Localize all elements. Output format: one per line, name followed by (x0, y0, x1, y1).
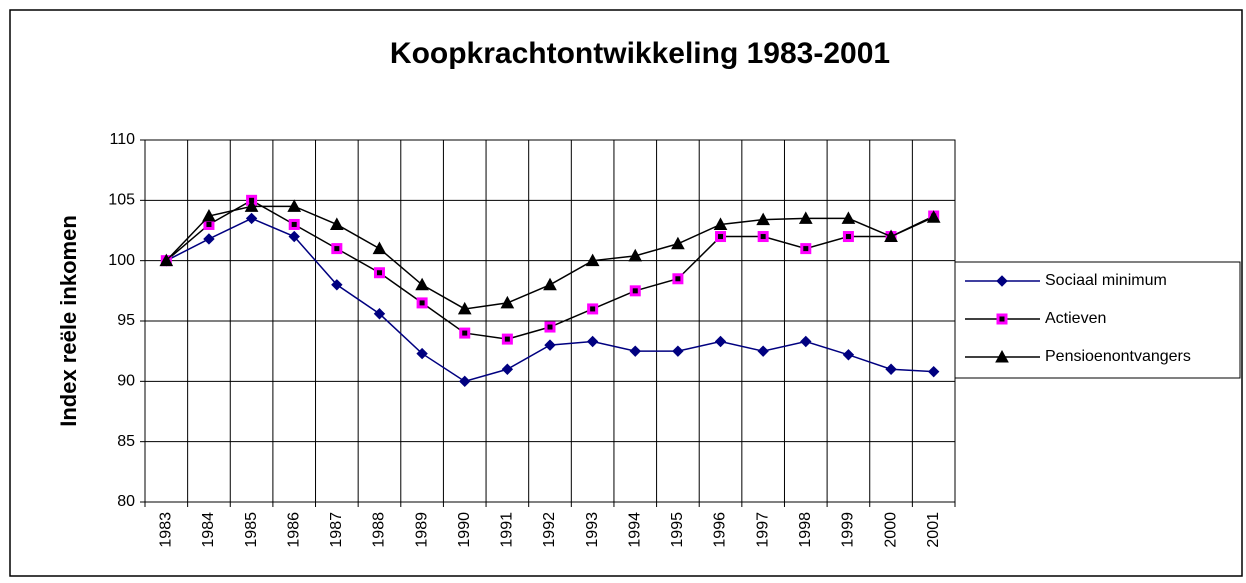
data-point (757, 231, 769, 243)
x-tick-label: 1986 (285, 512, 302, 548)
data-point (586, 335, 599, 348)
data-point (587, 303, 599, 315)
data-point (203, 218, 215, 230)
data-point (672, 345, 684, 357)
data-point (543, 277, 557, 291)
data-point (629, 285, 641, 297)
data-point (416, 297, 428, 309)
data-point (714, 335, 727, 348)
data-point (544, 321, 556, 333)
y-tick-label: 95 (117, 312, 135, 329)
data-point (628, 248, 643, 262)
x-tick-label: 1994 (626, 512, 643, 548)
data-point (203, 233, 215, 245)
data-point (671, 236, 685, 250)
data-point (841, 211, 856, 224)
y-tick-label: 110 (109, 131, 135, 148)
x-tick-label: 1989 (413, 512, 430, 548)
data-point (842, 231, 854, 243)
data-point (842, 349, 855, 361)
data-point (415, 277, 429, 291)
legend-marker (995, 349, 1009, 363)
data-point (372, 241, 387, 255)
data-point (373, 267, 385, 279)
data-point (457, 301, 472, 315)
data-point (373, 308, 386, 320)
data-point (800, 335, 812, 348)
legend-label: Actieven (1045, 310, 1106, 327)
data-point (202, 208, 216, 222)
data-point (585, 253, 600, 267)
data-point (416, 347, 428, 360)
legend-label: Pensioenontvangers (1045, 348, 1191, 365)
data-point (715, 231, 727, 243)
data-point (927, 365, 940, 378)
x-tick-label: 1996 (712, 512, 729, 548)
data-point (288, 230, 300, 243)
chart-title: Koopkrachtontwikkeling 1983-2001 (390, 37, 890, 70)
data-point (501, 363, 514, 375)
data-point (329, 217, 344, 230)
data-point (926, 210, 941, 223)
data-point (798, 211, 813, 224)
data-point (756, 212, 771, 226)
x-tick-label: 1987 (328, 512, 345, 548)
x-tick-label: 1991 (499, 512, 516, 548)
x-tick-label: 1988 (371, 512, 388, 548)
data-point (245, 212, 258, 225)
data-point (159, 253, 174, 267)
data-point (459, 327, 471, 339)
y-tick-label: 105 (108, 192, 135, 209)
data-point (885, 363, 897, 375)
x-tick-label: 1983 (158, 512, 175, 548)
x-tick-label: 2001 (925, 512, 942, 548)
data-point (244, 199, 259, 212)
y-tick-label: 90 (117, 373, 135, 390)
data-point (459, 375, 471, 388)
x-tick-label: 1995 (669, 512, 686, 548)
data-point (501, 333, 513, 345)
x-tick-label: 1993 (584, 512, 601, 548)
data-point (288, 218, 300, 230)
x-tick-label: 1985 (243, 512, 260, 548)
x-tick-label: 1990 (456, 512, 473, 548)
legend-marker (996, 275, 1008, 287)
y-tick-label: 85 (117, 433, 135, 450)
legend-marker (996, 313, 1008, 325)
y-tick-label: 80 (117, 493, 135, 510)
data-point (331, 243, 343, 255)
data-point (884, 229, 898, 243)
data-point (287, 199, 302, 212)
y-axis-label: Index reële inkomen (56, 215, 81, 427)
x-tick-label: 1992 (541, 512, 558, 548)
data-point (757, 345, 769, 357)
data-point (800, 243, 812, 255)
x-tick-label: 2000 (882, 512, 899, 548)
y-tick-label: 100 (108, 252, 135, 269)
data-point (672, 273, 684, 285)
data-point (544, 339, 556, 351)
x-tick-label: 1984 (200, 512, 217, 548)
data-point (500, 295, 515, 309)
data-point (629, 345, 641, 357)
x-tick-label: 1997 (754, 512, 771, 548)
data-point (331, 279, 343, 291)
legend-label: Sociaal minimum (1045, 272, 1167, 289)
x-tick-label: 1998 (797, 512, 814, 548)
data-point (713, 217, 728, 230)
x-tick-label: 1999 (840, 512, 857, 548)
